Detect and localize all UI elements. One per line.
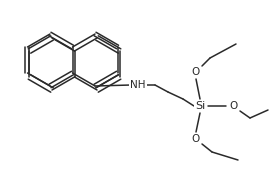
Text: O: O <box>192 134 200 144</box>
Text: O: O <box>192 67 200 77</box>
Text: NH: NH <box>130 80 146 90</box>
Text: Si: Si <box>195 101 205 111</box>
Text: O: O <box>229 101 237 111</box>
